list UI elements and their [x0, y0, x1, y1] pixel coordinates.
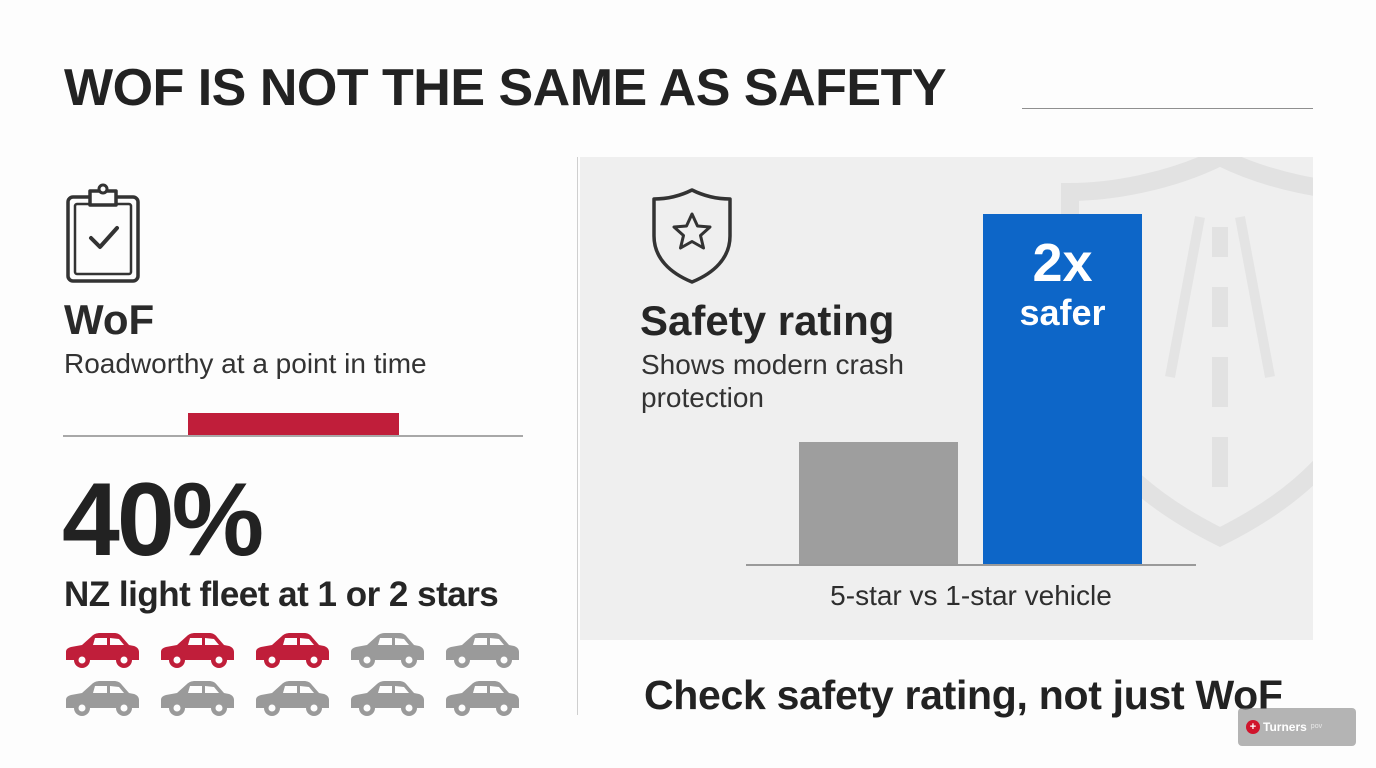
- section-divider: [63, 435, 523, 437]
- wof-subtitle: Roadworthy at a point in time: [64, 348, 427, 379]
- safety-heading: Safety rating: [640, 297, 895, 344]
- chart-x-label: 5-star vs 1-star vehicle: [830, 580, 1112, 611]
- chart-baseline: [746, 564, 1196, 566]
- car-icon-grid: [62, 630, 532, 720]
- car-icon: [347, 678, 427, 718]
- car-icon: [252, 678, 332, 718]
- car-icon-highlighted: [62, 630, 142, 670]
- brand-extra: pov: [1310, 723, 1323, 730]
- background-shield-icon: [1061, 157, 1313, 548]
- car-icon: [347, 630, 427, 670]
- car-icon-highlighted: [157, 630, 237, 670]
- chart-bar-1-star: [799, 442, 958, 564]
- stat-label: NZ light fleet at 1 or 2 stars: [64, 575, 499, 614]
- shield-star-icon: [652, 188, 732, 284]
- clipboard-check-icon: [66, 183, 140, 283]
- brand-plus-icon: +: [1246, 720, 1260, 734]
- brand-logo: + Turners pov: [1238, 708, 1356, 746]
- call-to-action: Check safety rating, not just WoF: [644, 672, 1283, 718]
- accent-bar: [188, 413, 399, 435]
- chart-bar-5-star: [983, 214, 1142, 564]
- title-divider: [1022, 108, 1313, 109]
- car-icon: [442, 678, 522, 718]
- brand-name: Turners: [1263, 720, 1307, 734]
- bar-data-label: 2x: [1032, 233, 1093, 293]
- car-icon-highlighted: [252, 630, 332, 670]
- car-icon: [442, 630, 522, 670]
- column-divider: [577, 157, 578, 715]
- page-title: WOF IS NOT THE SAME AS SAFETY: [64, 59, 947, 117]
- bar-data-sublabel: safer: [1019, 292, 1106, 333]
- car-icon: [62, 678, 142, 718]
- safety-subtitle: Shows modern crash protection: [641, 349, 905, 413]
- car-icon: [157, 678, 237, 718]
- wof-heading: WoF: [64, 296, 155, 343]
- stat-value: 40%: [62, 462, 264, 578]
